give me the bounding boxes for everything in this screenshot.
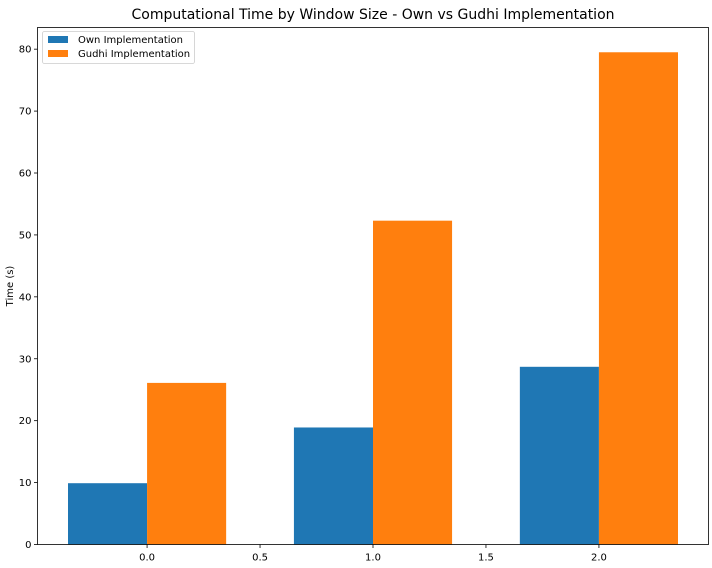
bar-own-2 xyxy=(519,366,599,545)
y-tick-label: 60 xyxy=(19,169,32,180)
x-tick-label: 0.5 xyxy=(252,553,268,564)
legend-swatch-own xyxy=(48,36,68,43)
y-tick-label: 50 xyxy=(19,230,32,241)
chart-title: Computational Time by Window Size - Own … xyxy=(131,7,614,23)
bar-own-1 xyxy=(293,427,373,545)
y-tick-label: 10 xyxy=(19,478,32,489)
bars-layer xyxy=(68,52,678,545)
x-tick-label: 1.0 xyxy=(365,553,381,564)
y-axis-ticks: 0 10 20 30 40 50 60 70 80 xyxy=(19,45,38,551)
y-tick-label: 30 xyxy=(19,354,32,365)
y-tick-label: 40 xyxy=(19,292,32,303)
x-tick-label: 1.5 xyxy=(478,553,494,564)
y-tick-label: 70 xyxy=(19,107,32,118)
x-tick-label: 0.0 xyxy=(139,553,155,564)
y-tick-label: 0 xyxy=(25,540,31,551)
bar-gudhi-1 xyxy=(373,220,453,545)
plot-frame xyxy=(37,27,709,545)
legend-box xyxy=(42,31,195,64)
x-axis-ticks: 0.0 0.5 1.0 1.5 2.0 xyxy=(139,544,607,564)
y-axis-label: Time (s) xyxy=(5,266,16,308)
bar-gudhi-2 xyxy=(598,52,678,545)
legend: Own Implementation Gudhi Implementation xyxy=(42,31,195,64)
bar-gudhi-0 xyxy=(147,382,227,545)
y-tick-label: 20 xyxy=(19,416,32,427)
bar-own-0 xyxy=(68,483,148,545)
y-tick-label: 80 xyxy=(19,45,32,56)
legend-label-gudhi: Gudhi Implementation xyxy=(78,49,190,60)
legend-swatch-gudhi xyxy=(48,50,68,57)
x-tick-label: 2.0 xyxy=(591,553,607,564)
legend-label-own: Own Implementation xyxy=(78,35,183,46)
